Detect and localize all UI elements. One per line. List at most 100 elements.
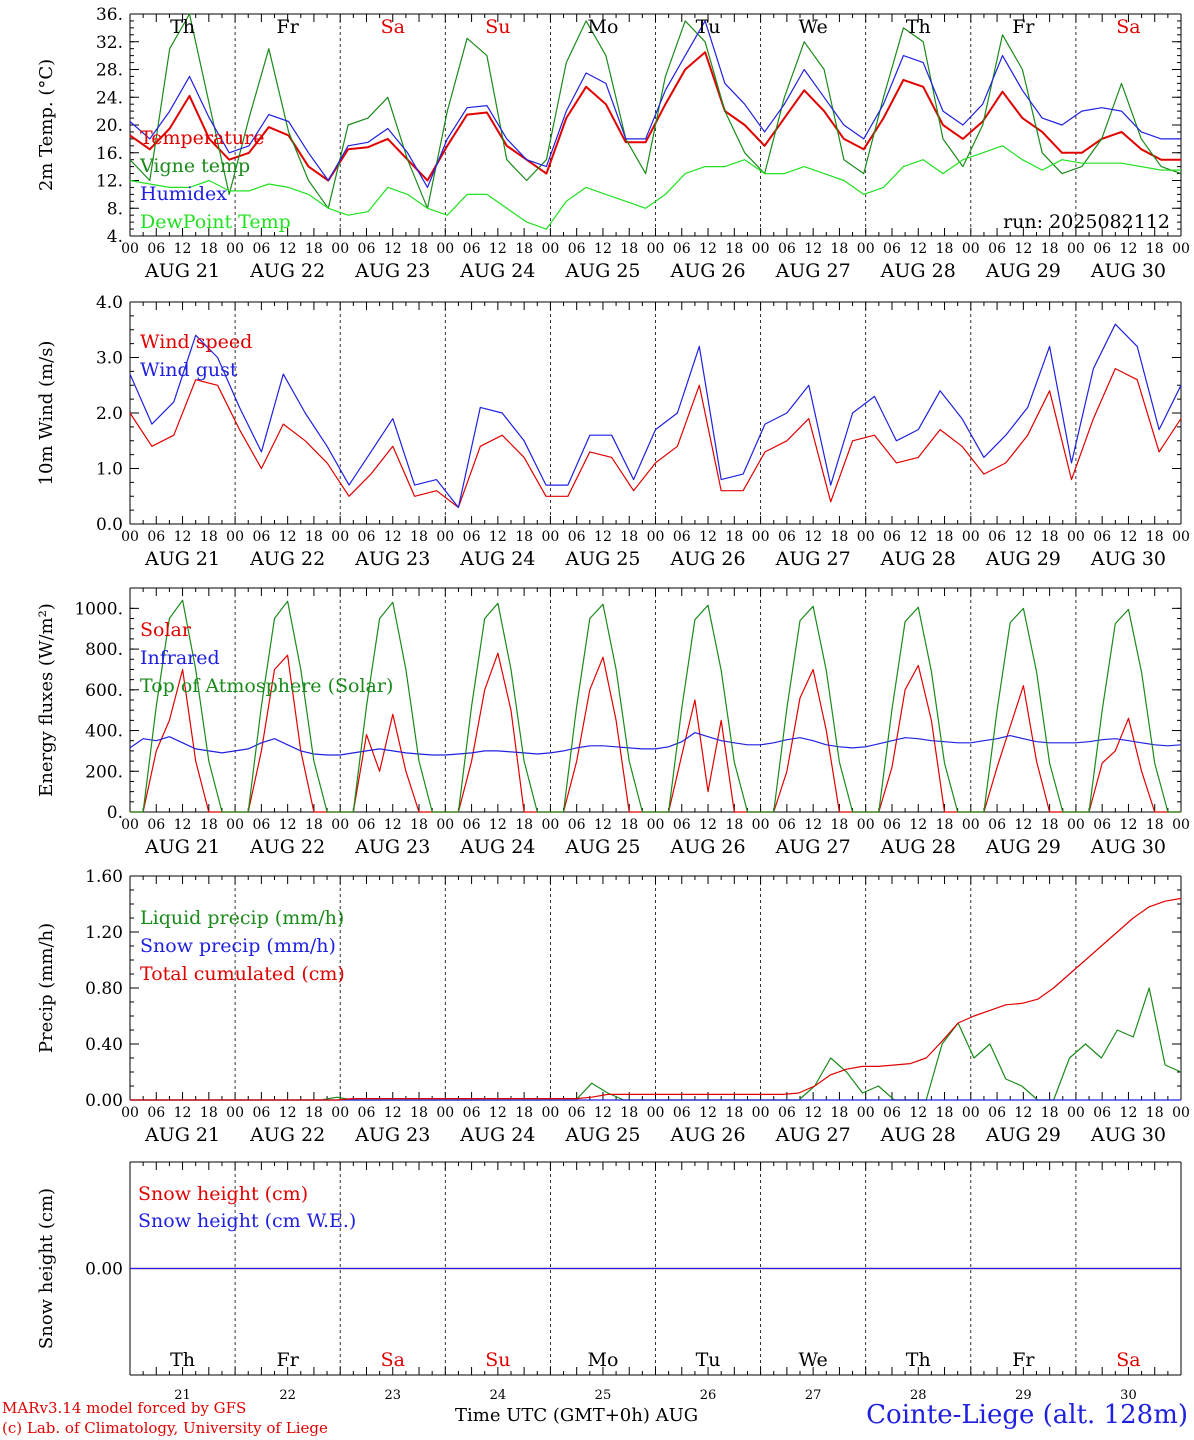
series-line-red (129, 368, 1182, 508)
hour-label: 18 (200, 241, 218, 257)
hour-label: 18 (725, 241, 743, 257)
hour-label: 12 (174, 529, 192, 545)
hour-label: 18 (200, 529, 218, 545)
weekday-label-bottom: Sa (381, 1349, 405, 1371)
weekday-label-top: Th (170, 16, 195, 38)
hour-label: 18 (1146, 817, 1164, 833)
y-tick-label: 12. (96, 172, 123, 192)
date-label: AUG 30 (1090, 836, 1166, 858)
weekday-label-bottom: Tu (696, 1349, 721, 1371)
legend-entry: DewPoint Temp (140, 211, 291, 233)
date-label: AUG 30 (1090, 548, 1166, 570)
date-label: AUG 24 (459, 1124, 535, 1146)
hour-label: 00 (121, 1105, 139, 1121)
hour-label: 06 (1093, 529, 1111, 545)
hour-label: 06 (883, 241, 901, 257)
hour-label: 12 (279, 1105, 297, 1121)
hour-label: 18 (936, 241, 954, 257)
date-label: AUG 29 (985, 1124, 1061, 1146)
weekday-label-top: We (799, 16, 828, 38)
hour-label: 06 (988, 1105, 1006, 1121)
hour-label: 12 (594, 241, 612, 257)
date-label: AUG 24 (459, 260, 535, 282)
hour-label: 00 (436, 817, 454, 833)
hour-label: 00 (752, 817, 770, 833)
hour-label: 12 (1014, 241, 1032, 257)
legend-entry: Snow height (cm W.E.) (138, 1210, 356, 1232)
hour-label: 12 (174, 241, 192, 257)
y-axis-title: Energy fluxes (W/m²) (36, 603, 57, 797)
day-number: 24 (490, 1388, 507, 1403)
hour-label: 06 (568, 241, 586, 257)
weekday-label-bottom: Sa (1116, 1349, 1140, 1371)
hour-label: 12 (174, 1105, 192, 1121)
hour-label: 00 (541, 529, 559, 545)
hour-label: 18 (725, 529, 743, 545)
hour-label: 18 (410, 529, 428, 545)
hour-label: 00 (1172, 529, 1190, 545)
hour-label: 18 (1041, 529, 1059, 545)
hour-label: 06 (883, 817, 901, 833)
weekday-label-top: Sa (381, 16, 405, 38)
hour-label: 12 (909, 817, 927, 833)
y-tick-label: 4.0 (96, 293, 123, 313)
hour-label: 00 (647, 817, 665, 833)
hour-label: 12 (279, 817, 297, 833)
series-line-lightgreen (129, 145, 1181, 230)
hour-label: 06 (778, 529, 796, 545)
run-annotation: run: 2025082112 (1003, 211, 1170, 233)
series-line-blue (129, 20, 1181, 188)
hour-label: 06 (463, 529, 481, 545)
y-tick-label: 36. (96, 5, 123, 25)
y-tick-label: 1.0 (96, 460, 123, 480)
hour-label: 12 (174, 817, 192, 833)
time-axis-label: Time UTC (GMT+0h) (455, 1405, 650, 1426)
y-tick-label: 1000. (74, 599, 123, 619)
weekday-label-top: Th (906, 16, 931, 38)
hour-label: 00 (436, 529, 454, 545)
date-label: AUG 27 (775, 260, 851, 282)
hour-label: 12 (1014, 1105, 1032, 1121)
y-tick-label: 16. (96, 144, 123, 164)
weekday-label-top: Su (485, 16, 510, 38)
hour-label: 00 (121, 529, 139, 545)
hour-label: 18 (725, 1105, 743, 1121)
hour-label: 06 (252, 1105, 270, 1121)
date-label: AUG 26 (669, 836, 745, 858)
date-label: AUG 30 (1090, 260, 1166, 282)
hour-label: 00 (752, 241, 770, 257)
hour-label: 00 (226, 817, 244, 833)
hour-label: 00 (1067, 241, 1085, 257)
hour-label: 18 (305, 241, 323, 257)
hour-label: 06 (358, 529, 376, 545)
hour-label: 12 (909, 1105, 927, 1121)
y-axis-title: 2m Temp. (°C) (36, 59, 57, 191)
hour-label: 06 (1093, 1105, 1111, 1121)
date-label: AUG 21 (144, 1124, 220, 1146)
hour-label: 12 (279, 241, 297, 257)
date-label: AUG 29 (985, 836, 1061, 858)
hour-label: 18 (620, 529, 638, 545)
hour-label: 18 (831, 817, 849, 833)
legend-entry: Temperature (140, 127, 264, 149)
series-line-red (130, 897, 1182, 1101)
hour-label: 12 (1120, 1105, 1138, 1121)
hour-label: 18 (831, 529, 849, 545)
hour-label: 00 (962, 529, 980, 545)
hour-label: 18 (1041, 241, 1059, 257)
y-tick-label: 0. (107, 803, 123, 823)
hour-label: 12 (699, 1105, 717, 1121)
y-tick-label: 1.20 (85, 923, 123, 943)
hour-label: 18 (1146, 529, 1164, 545)
date-label: AUG 23 (354, 260, 430, 282)
hour-label: 06 (883, 529, 901, 545)
hour-label: 00 (962, 1105, 980, 1121)
legend-entry: Vigne temp (139, 155, 250, 177)
date-label: AUG 21 (144, 548, 220, 570)
hour-label: 00 (962, 241, 980, 257)
hour-label: 00 (436, 1105, 454, 1121)
legend-entry: Wind gust (140, 359, 238, 381)
hour-label: 00 (541, 241, 559, 257)
hour-label: 18 (305, 529, 323, 545)
y-tick-label: 20. (96, 116, 123, 136)
